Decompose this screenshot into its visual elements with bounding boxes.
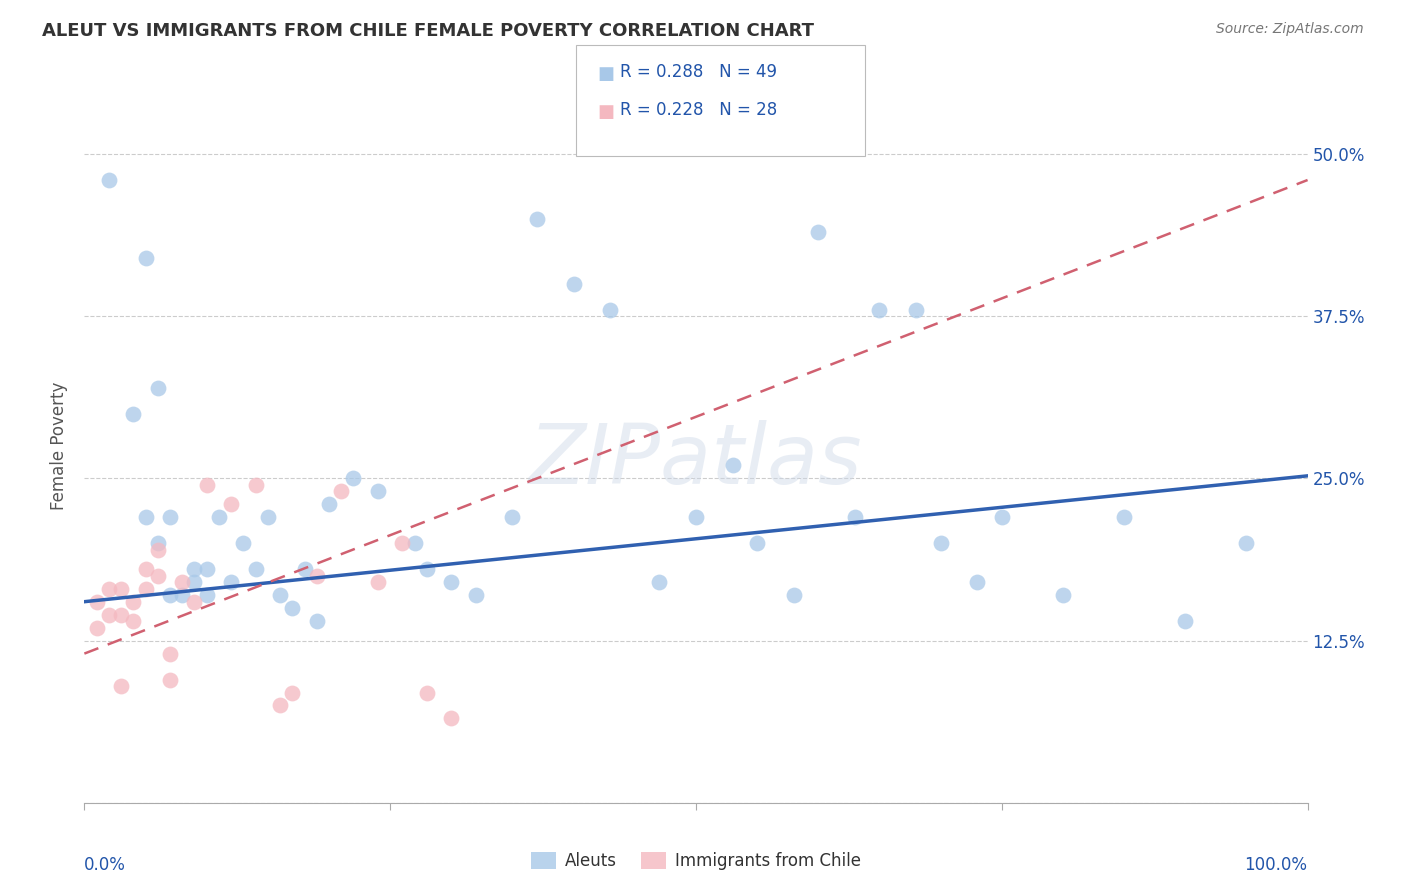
Point [172, 588, 194, 602]
Point [562, 277, 585, 291]
Point [269, 698, 291, 713]
Point [648, 575, 671, 590]
Point [416, 685, 439, 699]
Point [391, 536, 413, 550]
Point [86, 621, 108, 635]
Point [1052, 588, 1074, 602]
Point [367, 575, 389, 590]
Text: ZIPatlas: ZIPatlas [529, 420, 863, 500]
Point [183, 562, 205, 576]
Point [135, 510, 157, 524]
Point [208, 510, 231, 524]
Point [1114, 510, 1136, 524]
Point [122, 614, 145, 628]
Point [318, 497, 340, 511]
Point [110, 679, 132, 693]
Point [172, 575, 194, 590]
Point [844, 510, 866, 524]
Point [966, 575, 988, 590]
Point [219, 575, 242, 590]
Point [146, 568, 169, 582]
Point [97, 173, 120, 187]
Point [294, 562, 316, 576]
Y-axis label: Female Poverty: Female Poverty [51, 382, 69, 510]
Point [159, 588, 181, 602]
Point [440, 575, 463, 590]
Text: 0.0%: 0.0% [84, 856, 127, 874]
Point [159, 647, 181, 661]
Point [905, 302, 928, 317]
Point [367, 484, 389, 499]
Point [869, 302, 891, 317]
Point [146, 536, 169, 550]
Point [86, 595, 108, 609]
Point [929, 536, 952, 550]
Point [135, 582, 157, 596]
Point [502, 510, 524, 524]
Text: ■: ■ [598, 103, 614, 120]
Point [110, 607, 132, 622]
Point [232, 536, 254, 550]
Point [991, 510, 1014, 524]
Text: R = 0.228   N = 28: R = 0.228 N = 28 [620, 101, 778, 119]
Text: Source: ZipAtlas.com: Source: ZipAtlas.com [1216, 22, 1364, 37]
Point [599, 302, 621, 317]
Point [685, 510, 707, 524]
Point [135, 562, 157, 576]
Point [195, 562, 218, 576]
Point [526, 211, 548, 226]
Text: ■: ■ [598, 65, 614, 83]
Point [281, 601, 304, 615]
Point [721, 458, 744, 473]
Point [783, 588, 806, 602]
Point [122, 595, 145, 609]
Point [269, 588, 291, 602]
Point [219, 497, 242, 511]
Point [110, 582, 132, 596]
Point [404, 536, 426, 550]
Point [183, 595, 205, 609]
Point [416, 562, 439, 576]
Point [97, 582, 120, 596]
Point [1236, 536, 1258, 550]
Point [305, 568, 328, 582]
Point [330, 484, 353, 499]
Point [146, 381, 169, 395]
Point [342, 471, 364, 485]
Point [1174, 614, 1197, 628]
Point [464, 588, 486, 602]
Point [122, 407, 145, 421]
Point [440, 711, 463, 725]
Text: ALEUT VS IMMIGRANTS FROM CHILE FEMALE POVERTY CORRELATION CHART: ALEUT VS IMMIGRANTS FROM CHILE FEMALE PO… [42, 22, 814, 40]
Point [159, 673, 181, 687]
Point [146, 542, 169, 557]
Point [183, 575, 205, 590]
Legend: Aleuts, Immigrants from Chile: Aleuts, Immigrants from Chile [524, 845, 868, 877]
Point [195, 478, 218, 492]
Point [747, 536, 769, 550]
Text: R = 0.288   N = 49: R = 0.288 N = 49 [620, 63, 778, 81]
Point [97, 607, 120, 622]
Point [305, 614, 328, 628]
Text: 100.0%: 100.0% [1244, 856, 1308, 874]
Point [135, 251, 157, 265]
Point [245, 478, 267, 492]
Point [195, 588, 218, 602]
Point [281, 685, 304, 699]
Point [257, 510, 280, 524]
Point [807, 225, 830, 239]
Point [159, 510, 181, 524]
Point [245, 562, 267, 576]
